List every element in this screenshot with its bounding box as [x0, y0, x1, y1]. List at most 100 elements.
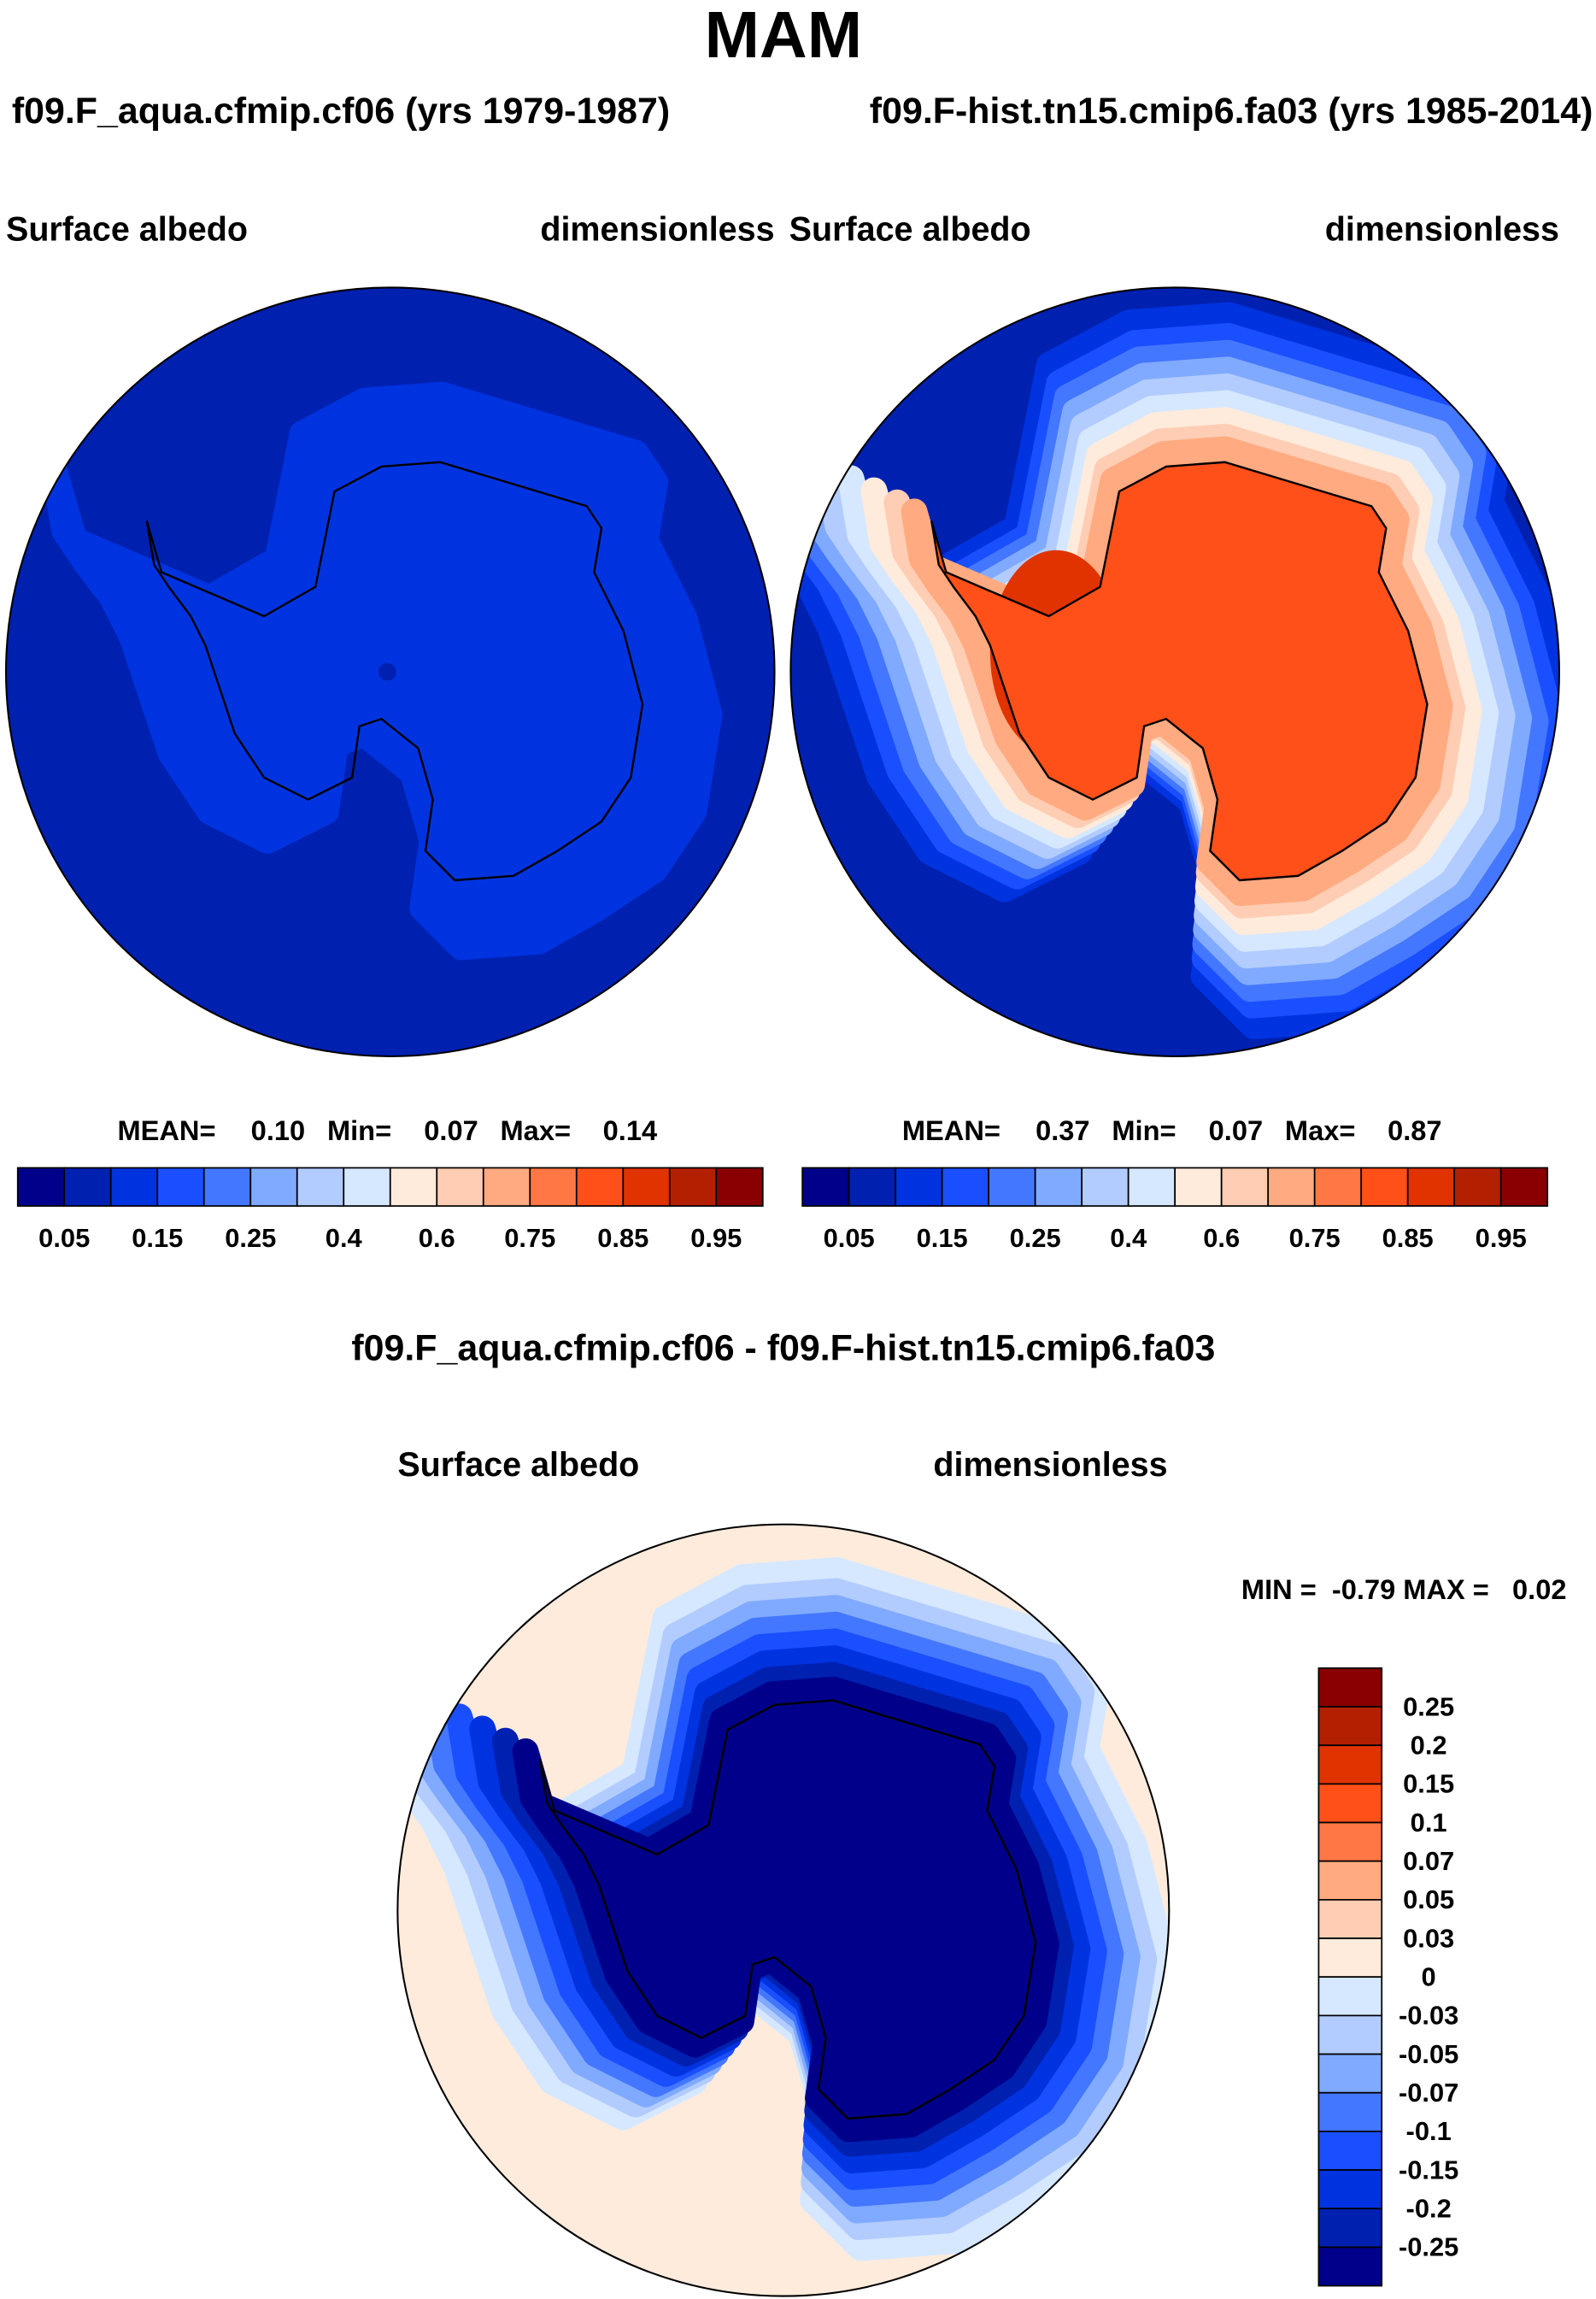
colorbar-swatch — [1453, 1167, 1502, 1207]
colorbar-swatch — [1127, 1167, 1176, 1207]
colorbar-tick-label: 0.05 — [824, 1223, 875, 1253]
colorbar-tick-label: 0.25 — [225, 1223, 276, 1253]
panel1-colorbar: 0.05 0.15 0.25 0.4 0.6 0.75 0.85 0.95 — [16, 1167, 764, 1253]
panel1-case-title: f09.F_aqua.cfmip.cf06 (yrs 1979-1987) — [12, 91, 670, 132]
colorbar-tick-label: 0 — [1422, 1961, 1436, 1991]
panel1-map — [6, 287, 775, 1056]
colorbar-tick-label: 0.15 — [917, 1223, 968, 1253]
colorbar-tick-label: -0.03 — [1399, 2001, 1458, 2031]
colorbar-swatch — [1317, 2091, 1383, 2132]
panel3-variable-label: Surface albedo — [397, 1446, 639, 1484]
svg-text:MEAN=: MEAN= — [117, 1114, 215, 1146]
colorbar-tick-label: 0.6 — [1203, 1223, 1240, 1253]
colorbar-swatch — [1317, 2053, 1383, 2094]
colorbar-swatch — [1313, 1167, 1363, 1207]
colorbar-swatch — [988, 1167, 1036, 1207]
colorbar-swatch — [1034, 1167, 1083, 1207]
colorbar-tick-label: -0.25 — [1399, 2232, 1458, 2262]
colorbar-tick-label: -0.07 — [1399, 2078, 1458, 2108]
colorbar-swatch — [895, 1167, 943, 1207]
colorbar-swatch — [715, 1167, 764, 1207]
colorbar-swatch — [1406, 1167, 1456, 1207]
colorbar-swatch — [249, 1167, 298, 1207]
colorbar-tick-label: 0.25 — [1403, 1691, 1454, 1721]
colorbar-swatch — [156, 1167, 205, 1207]
colorbar-tick-label: 0.05 — [38, 1223, 90, 1253]
panel1-variable-label: Surface albedo — [6, 211, 248, 249]
svg-text:0.37: 0.37 — [1036, 1114, 1089, 1146]
colorbar-swatch — [109, 1167, 159, 1207]
colorbar-swatch — [343, 1167, 391, 1207]
colorbar-swatch — [296, 1167, 345, 1207]
colorbar-swatch — [1317, 2014, 1383, 2055]
colorbar-tick-label: 0.2 — [1411, 1730, 1447, 1760]
colorbar-tick-label: 0.15 — [132, 1223, 183, 1253]
panel2-map — [790, 287, 1559, 1056]
colorbar-swatch — [668, 1167, 718, 1207]
colorbar-swatch — [63, 1167, 112, 1207]
colorbar-swatch — [1220, 1167, 1270, 1207]
colorbar-swatch — [848, 1167, 897, 1207]
panel3-units-label: dimensionless — [933, 1446, 1167, 1484]
svg-text:Max=: Max= — [501, 1114, 571, 1146]
svg-text:MEAN=: MEAN= — [902, 1114, 1000, 1146]
colorbar-tick-label: 0.05 — [1403, 1884, 1454, 1914]
colorbar-tick-label: 0.85 — [1382, 1223, 1434, 1253]
colorbar-tick-label: 0.15 — [1403, 1769, 1454, 1799]
colorbar-swatch — [202, 1167, 252, 1207]
colorbar-swatch — [16, 1167, 66, 1207]
colorbar-tick-label: 0.6 — [419, 1223, 455, 1253]
colorbar-swatch — [436, 1167, 484, 1207]
svg-text:Min=: Min= — [327, 1114, 391, 1146]
panel2-colorbar: 0.05 0.15 0.25 0.4 0.6 0.75 0.85 0.95 — [801, 1167, 1549, 1253]
colorbar-swatch — [529, 1167, 578, 1207]
colorbar-swatch — [1174, 1167, 1223, 1207]
colorbar-swatch — [1317, 2131, 1383, 2171]
colorbar-tick-label: 0.25 — [1010, 1223, 1061, 1253]
colorbar-tick-label: -0.1 — [1406, 2116, 1452, 2146]
colorbar-tick-label: 0.95 — [690, 1223, 742, 1253]
colorbar-tick-label: 0.4 — [326, 1223, 362, 1253]
svg-text:0.14: 0.14 — [603, 1114, 657, 1146]
colorbar-swatch — [575, 1167, 625, 1207]
figure-title: MAM — [705, 0, 862, 72]
colorbar-swatch — [389, 1167, 438, 1207]
colorbar-swatch — [1317, 1821, 1383, 1862]
colorbar-swatch — [1317, 1976, 1383, 2017]
colorbar-tick-label: 0.75 — [504, 1223, 555, 1253]
colorbar-swatch — [1317, 1744, 1383, 1785]
colorbar-tick-label: -0.2 — [1406, 2194, 1452, 2224]
colorbar-swatch — [1360, 1167, 1409, 1207]
colorbar-tick-label: 0.4 — [1110, 1223, 1147, 1253]
colorbar-swatch — [1317, 1937, 1383, 1979]
pole-patch — [378, 662, 396, 681]
panel3-minmax: MIN = -0.79 MAX = 0.02 — [1241, 1573, 1567, 1605]
panel3-colorbar: 0.25 0.2 0.15 0.1 0.07 0.05 0.03 0 -0.03 -0.05 -0.… — [1317, 1667, 1458, 2287]
colorbar-tick-label: 0.95 — [1476, 1223, 1527, 1253]
colorbar-tick-label: 0.1 — [1411, 1808, 1447, 1837]
panel3-case-title: f09.F_aqua.cfmip.cf06 - f09.F-hist.tn15.… — [351, 1327, 1215, 1368]
panel3-map — [397, 1524, 1170, 2296]
colorbar-tick-label: -0.05 — [1399, 2039, 1458, 2069]
panel1-units-label: dimensionless — [540, 211, 774, 249]
colorbar-swatch — [1081, 1167, 1130, 1207]
colorbar-swatch — [482, 1167, 531, 1207]
colorbar-swatch — [1317, 1706, 1383, 1747]
colorbar-swatch — [1317, 1860, 1383, 1901]
svg-text:0.10: 0.10 — [251, 1114, 305, 1146]
svg-text:Min=: Min= — [1112, 1114, 1176, 1146]
colorbar-swatch — [1317, 1898, 1383, 1939]
colorbar-swatch — [1317, 2208, 1383, 2249]
panel2-case-title: f09.F-hist.tn15.cmip6.fa03 (yrs 1985-201… — [870, 91, 1593, 132]
colorbar-swatch — [1267, 1167, 1316, 1207]
colorbar-swatch — [941, 1167, 990, 1207]
panel2-variable-label: Surface albedo — [789, 211, 1031, 249]
colorbar-tick-label: 0.07 — [1403, 1846, 1454, 1876]
colorbar-tick-label: 0.75 — [1289, 1223, 1341, 1253]
colorbar-swatch — [1317, 1783, 1383, 1824]
colorbar-swatch — [622, 1167, 671, 1207]
colorbar-swatch — [1317, 1667, 1383, 1708]
panel2-units-label: dimensionless — [1325, 211, 1559, 249]
svg-text:0.07: 0.07 — [1209, 1114, 1263, 1146]
